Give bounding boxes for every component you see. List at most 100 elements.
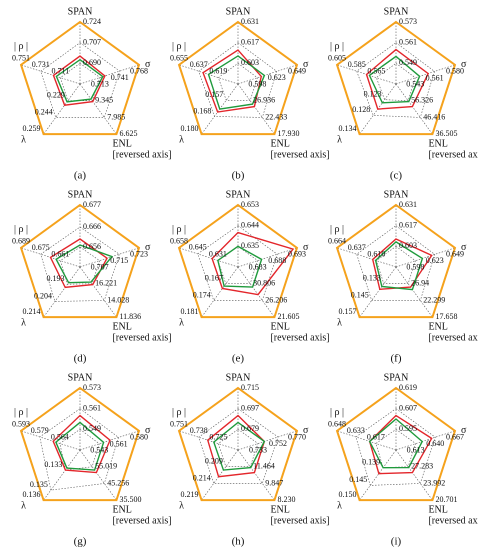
axis-note: [reversed axis] — [428, 515, 478, 526]
tick-label: 16.221 — [95, 279, 117, 288]
tick-label: 0.664 — [328, 237, 346, 246]
axis-name: ENL — [270, 504, 289, 515]
tick-label: 26.94 — [411, 279, 429, 288]
axis-note: [reversed axis] — [112, 149, 171, 160]
tick-label: 0.193 — [46, 274, 64, 283]
axis-name: | ρ | — [172, 407, 186, 418]
tick-label: 0.564 — [51, 432, 69, 441]
tick-label: 0.693 — [288, 250, 306, 259]
tick-label: 0.752 — [269, 439, 287, 448]
axis-name: SPAN — [226, 189, 251, 200]
tick-label: 27.283 — [411, 462, 433, 471]
spoke — [79, 83, 117, 135]
tick-label: 0.623 — [426, 256, 444, 265]
grid-ring — [217, 245, 259, 285]
outer-ring — [177, 20, 299, 136]
axis-name: λ — [21, 317, 26, 328]
tick-label: 56.326 — [411, 96, 433, 105]
spoke — [237, 247, 298, 268]
tick-label: 0.689 — [12, 237, 30, 246]
series-polygon — [202, 49, 263, 113]
panel-label: (b) — [232, 170, 245, 182]
tick-label: 23.992 — [423, 478, 445, 487]
series-polygon — [365, 48, 430, 110]
tick-label: 0.134 — [339, 124, 357, 133]
series-polygon — [217, 245, 263, 288]
panel-label: (f) — [391, 353, 402, 365]
spoke — [20, 64, 81, 85]
tick-label: 0.613 — [407, 445, 425, 454]
tick-label: 26.206 — [265, 295, 287, 304]
series-polygon — [368, 55, 421, 104]
panel-label: (g) — [74, 536, 87, 548]
axis-name: SPAN — [68, 372, 93, 383]
spoke — [178, 247, 239, 268]
tick-label: 17.658 — [435, 312, 457, 321]
panel-label: (e) — [232, 353, 245, 365]
axis-name: λ — [337, 500, 342, 511]
tick-label: 17.930 — [277, 129, 299, 138]
spoke — [201, 266, 239, 318]
axis-name: ENL — [428, 138, 447, 149]
tick-label: 0.751 — [170, 420, 188, 429]
tick-label: 0.209 — [205, 457, 223, 466]
axis-name: σ — [461, 242, 467, 253]
spoke — [43, 266, 81, 318]
tick-label: 0.168 — [193, 106, 211, 115]
tick-label: 0.603 — [241, 58, 259, 67]
tick-label: 0.768 — [130, 67, 148, 76]
tick-label: 0.561 — [426, 73, 444, 82]
tick-label: 36.505 — [435, 129, 457, 138]
axis-name: SPAN — [226, 6, 251, 17]
tick-label: 0.741 — [111, 73, 129, 82]
series-polygon — [52, 55, 106, 106]
axis-note: [reversed axis] — [428, 332, 478, 343]
tick-label: 0.707 — [83, 37, 101, 46]
series-polygon — [207, 55, 266, 110]
grid-ring — [217, 62, 258, 102]
tick-label: 0.561 — [399, 37, 417, 46]
axis-name: λ — [337, 317, 342, 328]
outer-ring — [335, 20, 457, 136]
axis-name: | ρ | — [14, 224, 28, 235]
tick-label: 0.688 — [268, 256, 286, 265]
spoke — [79, 449, 117, 501]
tick-label: 0.666 — [83, 222, 101, 231]
tick-label: 0.645 — [189, 243, 207, 252]
axis-name: σ — [461, 425, 467, 436]
axis-note: [reversed axis] — [270, 515, 329, 526]
tick-label: 35.500 — [119, 495, 141, 504]
spoke — [43, 83, 81, 135]
tick-label: 0.617 — [241, 37, 259, 46]
tick-label: 0.128 — [352, 105, 370, 114]
tick-label: 0.617 — [399, 220, 417, 229]
tick-label: 0.724 — [83, 17, 101, 26]
spoke — [237, 266, 275, 318]
axis-name: SPAN — [384, 372, 409, 383]
grid-ring — [59, 428, 100, 471]
tick-label: 0.259 — [23, 124, 41, 133]
tick-label: 0.150 — [339, 490, 357, 499]
axis-name: λ — [179, 500, 184, 511]
tick-label: 0.579 — [31, 426, 49, 435]
axis-note: [reversed axis] — [428, 149, 478, 160]
spoke — [237, 64, 298, 85]
spoke — [359, 449, 397, 501]
spoke — [359, 266, 397, 318]
tick-label: 0.683 — [249, 262, 267, 271]
axis-note: [reversed axis] — [112, 515, 171, 526]
tick-label: 0.174 — [193, 290, 211, 299]
axis-name: SPAN — [384, 6, 409, 17]
spoke — [336, 247, 397, 268]
tick-label: 0.653 — [241, 200, 259, 209]
tick-label: 22.299 — [423, 295, 445, 304]
tick-label: 0.595 — [399, 424, 417, 433]
axis-name: σ — [145, 425, 151, 436]
tick-label: 0.697 — [241, 403, 259, 412]
tick-label: 0.598 — [406, 263, 424, 272]
tick-label: 0.723 — [130, 250, 148, 259]
outer-ring — [177, 386, 299, 502]
tick-label: 0.725 — [209, 432, 227, 441]
panel-label: (a) — [74, 170, 87, 182]
